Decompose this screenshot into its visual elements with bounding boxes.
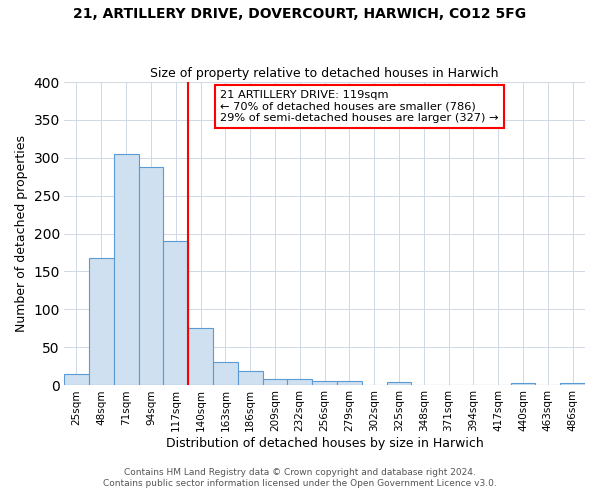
Bar [337, 382, 362, 385]
Bar [386, 382, 412, 385]
Bar [312, 382, 337, 385]
Bar [89, 258, 114, 385]
Bar [64, 374, 89, 385]
Bar [511, 383, 535, 385]
X-axis label: Distribution of detached houses by size in Harwich: Distribution of detached houses by size … [166, 437, 484, 450]
Bar [188, 328, 213, 385]
Bar [560, 383, 585, 385]
Text: Contains HM Land Registry data © Crown copyright and database right 2024.
Contai: Contains HM Land Registry data © Crown c… [103, 468, 497, 487]
Bar [263, 379, 287, 385]
Bar [238, 371, 263, 385]
Y-axis label: Number of detached properties: Number of detached properties [15, 135, 28, 332]
Bar [139, 167, 163, 385]
Bar [213, 362, 238, 385]
Text: 21 ARTILLERY DRIVE: 119sqm
← 70% of detached houses are smaller (786)
29% of sem: 21 ARTILLERY DRIVE: 119sqm ← 70% of deta… [220, 90, 499, 123]
Text: 21, ARTILLERY DRIVE, DOVERCOURT, HARWICH, CO12 5FG: 21, ARTILLERY DRIVE, DOVERCOURT, HARWICH… [73, 8, 527, 22]
Bar [114, 154, 139, 385]
Title: Size of property relative to detached houses in Harwich: Size of property relative to detached ho… [150, 66, 499, 80]
Bar [163, 241, 188, 385]
Bar [287, 379, 312, 385]
